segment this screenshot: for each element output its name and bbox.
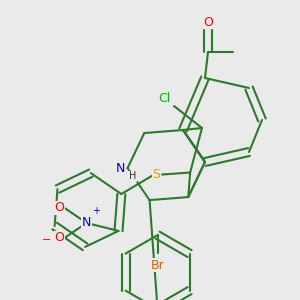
Text: O: O: [55, 201, 64, 214]
Text: +: +: [92, 206, 101, 216]
Text: Cl: Cl: [158, 92, 170, 104]
Text: Br: Br: [151, 259, 164, 272]
Text: O: O: [55, 231, 64, 244]
Text: S: S: [152, 168, 160, 181]
Text: H: H: [129, 171, 136, 181]
Text: O: O: [203, 16, 213, 28]
Text: N: N: [82, 216, 91, 230]
Text: N: N: [116, 162, 125, 175]
Text: −: −: [42, 235, 51, 245]
